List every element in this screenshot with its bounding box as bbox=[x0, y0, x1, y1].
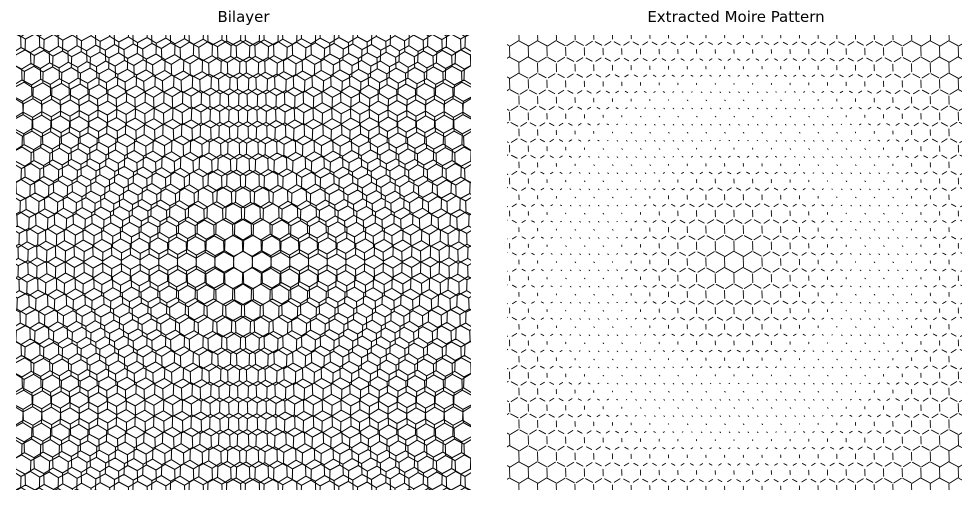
bilayer-panel bbox=[16, 35, 471, 490]
moire-pattern-panel bbox=[507, 35, 962, 490]
bilayer-lattice-lines bbox=[16, 35, 471, 490]
bilayer-title: Bilayer bbox=[217, 8, 270, 26]
moire-pattern-lines bbox=[507, 35, 962, 490]
moire-pattern-title: Extracted Moire Pattern bbox=[647, 8, 825, 26]
moire-pattern-image bbox=[507, 35, 962, 490]
bilayer-lattice-image bbox=[16, 35, 471, 490]
